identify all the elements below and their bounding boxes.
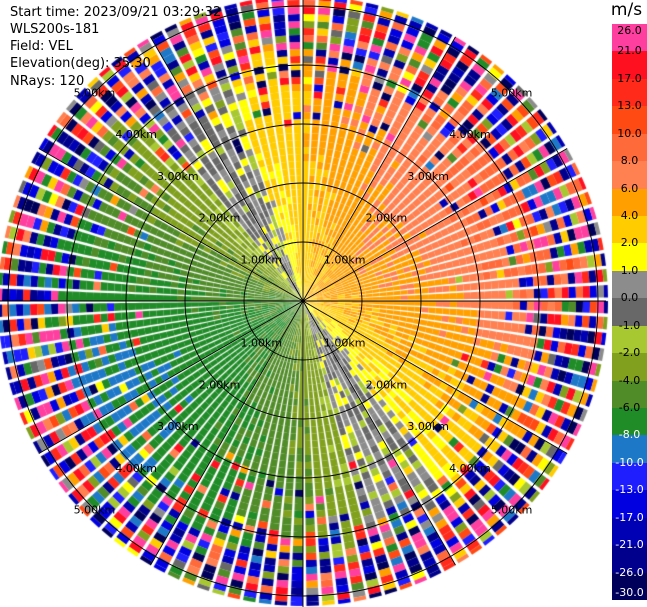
colorbar-tick-label: -26.0	[615, 565, 644, 579]
colorbar-segment	[612, 462, 647, 491]
colorbar-segment	[612, 408, 647, 436]
ring-label-1: 1.00km	[324, 337, 366, 350]
colorbar-segment	[612, 517, 647, 546]
ring-label-2: 2.00km	[199, 378, 241, 391]
start-time-text: Start time: 2023/09/21 03:29:32	[10, 5, 222, 20]
ring-label-3: 3.00km	[407, 420, 449, 433]
colorbar-segment	[612, 51, 647, 80]
colorbar-tick-label: -30.0	[615, 586, 644, 599]
colorbar-tick-label: 21.0	[617, 44, 642, 58]
colorbar-tick-label: -8.0	[618, 428, 641, 442]
ring-label-2: 2.00km	[199, 212, 241, 225]
azimuth-spoke-150	[150, 36, 456, 566]
colorbar-segment	[612, 270, 647, 299]
colorbar-tick-label: -4.0	[618, 373, 641, 387]
colorbar-tick-label: 0.0	[620, 291, 639, 305]
colorbar-tick-label: -13.0	[615, 483, 644, 497]
colorbar: m/s 26.0 21.0 17.0 13.0 10.0 8.0 6.0 4.0 2.0 1.0 0…	[606, 0, 647, 607]
colorbar-tick-label: 2.0	[620, 236, 639, 250]
colorbar-tick-label: 26.0	[617, 24, 642, 37]
field-text: Field: VEL	[10, 39, 73, 54]
colorbar-tick-label: -17.0	[615, 510, 644, 524]
colorbar-tick-label: 6.0	[620, 181, 639, 195]
colorbar-tick-label: 4.0	[620, 209, 639, 222]
ring-label-2: 2.00km	[366, 378, 408, 391]
colorbar-segment	[612, 243, 647, 272]
colorbar-segment	[612, 216, 647, 244]
nrays-text: NRays: 120	[10, 74, 85, 89]
ring-label-4: 4.00km	[449, 128, 491, 141]
ring-label-1: 1.00km	[240, 253, 282, 266]
colorbar-segment	[612, 353, 647, 382]
colorbar-tick-label: -6.0	[618, 401, 641, 414]
ring-label-1: 1.00km	[324, 253, 366, 266]
ring-label-4: 4.00km	[115, 462, 157, 475]
colorbar-segment	[612, 161, 647, 190]
ring-label-1: 1.00km	[240, 337, 282, 350]
colorbar-tick-label: 17.0	[617, 71, 642, 85]
colorbar-segment	[612, 545, 647, 574]
colorbar-tick-label: -2.0	[618, 346, 641, 360]
instrument-name: WLS200s-181	[10, 22, 100, 37]
colorbar-tick-label: 8.0	[620, 154, 639, 168]
colorbar-tick-label: -10.0	[615, 455, 644, 469]
colorbar-ticks: 26.0 21.0 17.0 13.0 10.0 8.0 6.0 4.0 2.0 1.0 0.0 -1…	[612, 24, 647, 601]
ring-label-5: 5.00km	[74, 86, 116, 99]
colorbar-segment	[612, 325, 647, 354]
colorbar-segment	[612, 78, 647, 107]
ring-label-5: 5.00km	[74, 504, 116, 517]
colorbar-segment	[612, 572, 647, 601]
colorbar-tick-label: 1.0	[620, 263, 639, 277]
scan-info-block: Start time: 2023/09/21 03:29:32 WLS200s-…	[10, 4, 221, 90]
colorbar-tick-label: 10.0	[617, 126, 642, 140]
colorbar-segment	[612, 435, 647, 464]
colorbar-segment	[612, 380, 647, 409]
colorbar-segment	[612, 188, 647, 217]
ring-label-5: 5.00km	[491, 504, 533, 517]
ring-label-5: 5.00km	[491, 86, 533, 99]
colorbar-segment	[612, 24, 647, 52]
ring-label-2: 2.00km	[366, 212, 408, 225]
colorbar-segment	[612, 298, 647, 327]
colorbar-tick-label: 13.0	[617, 99, 642, 113]
colorbar-tick-label: -1.0	[618, 318, 641, 332]
ring-label-3: 3.00km	[407, 170, 449, 183]
elevation-text: Elevation(deg): 35.30	[10, 56, 151, 71]
ring-label-3: 3.00km	[157, 420, 199, 433]
colorbar-tick-label: -21.0	[615, 538, 644, 552]
colorbar-unit: m/s	[610, 0, 643, 20]
ring-label-4: 4.00km	[449, 462, 491, 475]
ring-label-4: 4.00km	[115, 128, 157, 141]
colorbar-segment	[612, 490, 647, 519]
ring-label-3: 3.00km	[157, 170, 199, 183]
colorbar-segment	[612, 106, 647, 135]
colorbar-segment	[612, 133, 647, 162]
